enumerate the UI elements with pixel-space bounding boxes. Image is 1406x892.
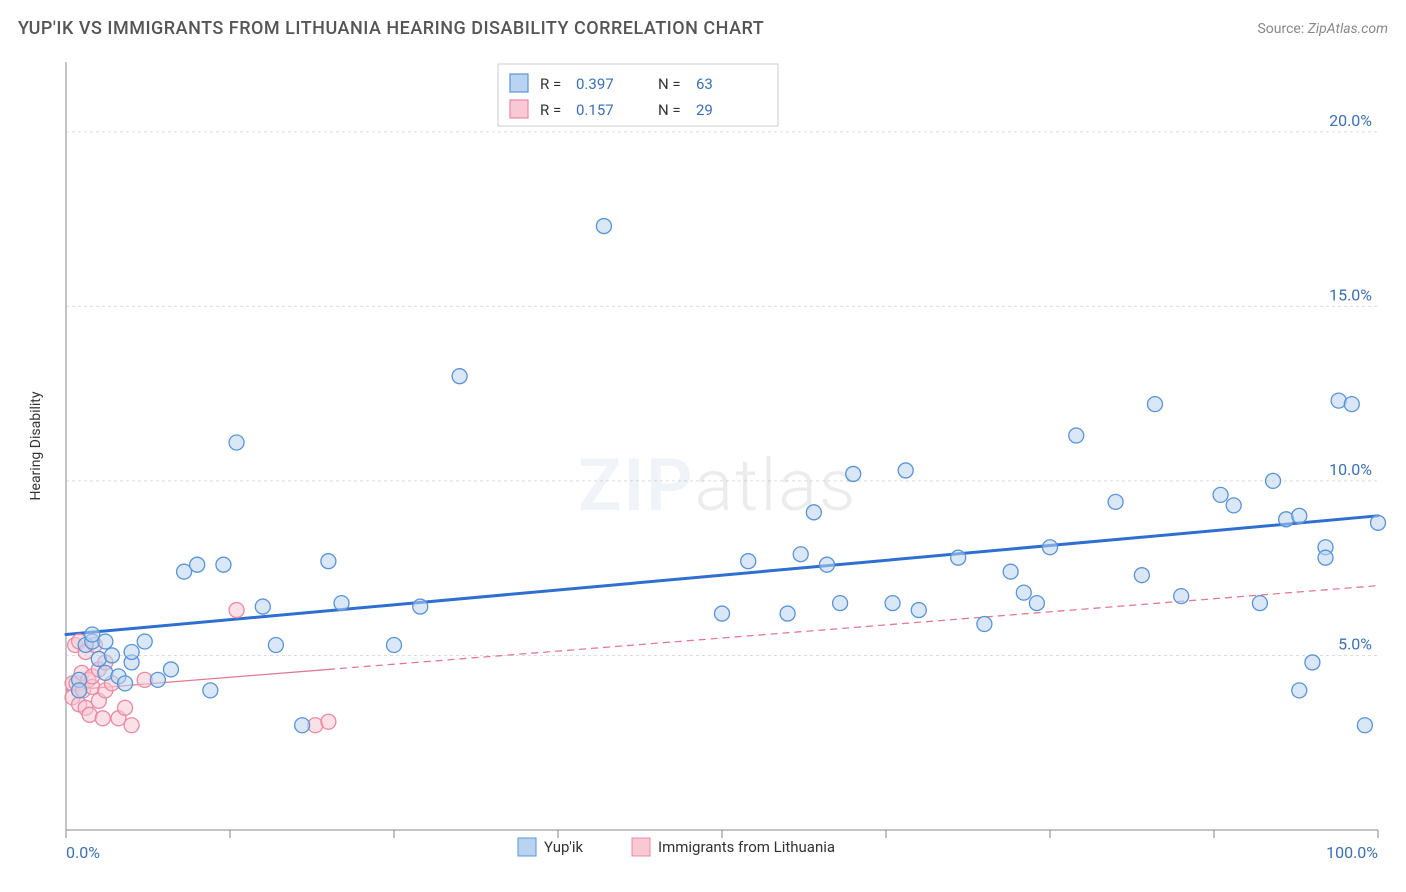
svg-text:15.0%: 15.0% (1329, 285, 1372, 304)
svg-text:0.397: 0.397 (576, 75, 614, 93)
svg-text:Hearing Disability: Hearing Disability (28, 391, 44, 500)
source-label: Source: (1257, 21, 1304, 37)
svg-text:10.0%: 10.0% (1329, 460, 1372, 479)
chart-area: 5.0%10.0%15.0%20.0%ZIPatlas0.0%100.0%Hea… (18, 50, 1388, 874)
svg-text:100.0%: 100.0% (1326, 843, 1378, 862)
chart-title: YUP'IK VS IMMIGRANTS FROM LITHUANIA HEAR… (18, 18, 764, 39)
svg-text:63: 63 (696, 75, 713, 93)
svg-text:0.0%: 0.0% (66, 843, 100, 862)
svg-text:0.157: 0.157 (576, 101, 614, 119)
svg-text:R =: R = (540, 101, 561, 119)
svg-text:Immigrants from Lithuania: Immigrants from Lithuania (658, 838, 835, 856)
svg-text:N =: N = (658, 75, 681, 93)
svg-text:29: 29 (696, 101, 713, 119)
source-value: ZipAtlas.com (1308, 21, 1388, 37)
svg-text:5.0%: 5.0% (1338, 634, 1372, 653)
svg-text:Yup'ik: Yup'ik (544, 838, 583, 856)
scatter-chart-svg: 5.0%10.0%15.0%20.0%ZIPatlas0.0%100.0%Hea… (18, 50, 1388, 874)
source-attribution: Source: ZipAtlas.com (1257, 21, 1388, 37)
svg-text:R =: R = (540, 75, 561, 93)
svg-text:20.0%: 20.0% (1329, 111, 1372, 130)
svg-text:N =: N = (658, 101, 681, 119)
